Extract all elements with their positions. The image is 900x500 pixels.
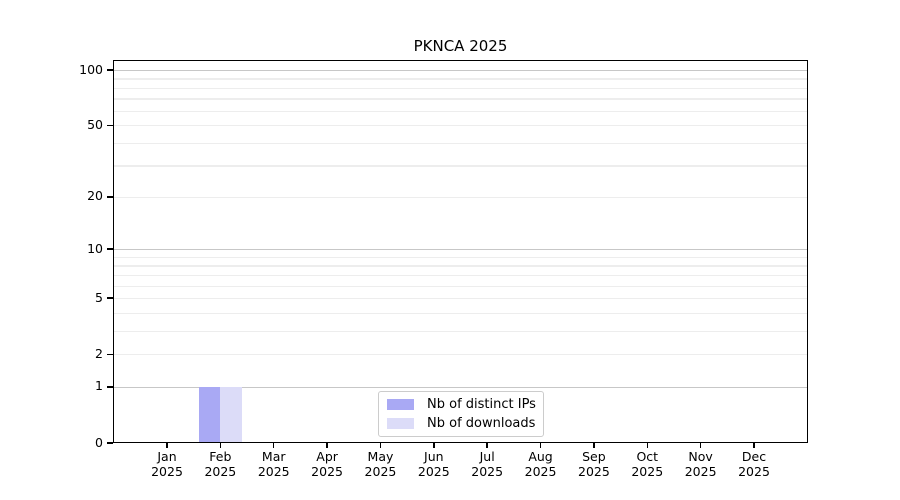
x-tick-mark	[539, 443, 542, 448]
y-tick-mark	[107, 124, 113, 126]
gridline-minor	[113, 125, 808, 127]
x-tick-mark	[593, 443, 595, 448]
x-tick-mark	[753, 443, 755, 448]
x-tick-label: Dec 2025	[738, 449, 770, 479]
y-tick-mark	[107, 196, 113, 198]
gridline-minor	[113, 196, 808, 199]
y-tick-mark	[107, 69, 113, 71]
y-tick-mark	[107, 297, 113, 299]
gridline-minor	[113, 354, 808, 356]
x-tick-mark	[433, 443, 435, 448]
x-tick-label: Jul 2025	[471, 449, 504, 479]
legend: Nb of distinct IPs Nb of downloads	[378, 391, 544, 437]
y-tick-label: 50	[87, 116, 103, 132]
x-tick-label: May 2025	[364, 449, 397, 479]
y-tick-label: 20	[87, 188, 103, 204]
legend-item: Nb of downloads	[387, 416, 535, 431]
gridline-minor	[113, 298, 808, 300]
legend-swatch-icon	[387, 399, 414, 410]
x-tick-label: Aug 2025	[524, 449, 557, 479]
x-tick-label: Apr 2025	[311, 449, 343, 479]
gridline-major	[113, 70, 808, 72]
y-tick-label: 10	[87, 240, 103, 256]
gridline-minor	[113, 330, 808, 333]
gridline-minor	[113, 98, 808, 100]
y-tick-mark	[107, 248, 113, 250]
gridline-minor	[113, 312, 808, 315]
legend-swatch-icon	[387, 418, 414, 429]
x-tick-mark	[273, 443, 275, 448]
x-tick-mark	[646, 443, 648, 448]
x-tick-mark	[166, 443, 168, 448]
legend-item: Nb of distinct IPs	[387, 397, 536, 412]
gridline-major	[113, 386, 808, 389]
x-tick-label: Mar 2025	[257, 449, 290, 479]
y-tick-mark	[107, 353, 113, 355]
gridline-minor	[113, 142, 808, 145]
gridline-minor	[113, 78, 808, 80]
chart-title: PKNCA 2025	[413, 37, 508, 55]
x-tick-mark	[326, 443, 328, 448]
x-tick-label: Jun 2025	[417, 449, 450, 479]
legend-label: Nb of downloads	[427, 416, 536, 431]
gridline-minor	[113, 274, 808, 277]
gridline-minor	[113, 256, 808, 259]
gridline-minor	[113, 285, 808, 287]
gridline-major	[113, 249, 808, 251]
y-tick-label: 100	[79, 61, 103, 77]
gridline-minor	[113, 110, 808, 112]
legend-label: Nb of distinct IPs	[427, 397, 536, 412]
x-tick-label: Nov 2025	[684, 449, 717, 479]
bar-distinct-ips	[198, 386, 221, 443]
x-tick-mark	[219, 443, 222, 448]
gridline-minor	[113, 265, 808, 267]
gridline-minor	[113, 165, 808, 167]
x-tick-mark	[699, 443, 702, 448]
bar-downloads	[220, 386, 242, 443]
y-tick-label: 5	[95, 289, 103, 305]
y-tick-label: 1	[95, 378, 103, 394]
y-tick-label: 2	[95, 345, 103, 361]
x-tick-mark	[486, 443, 488, 448]
y-tick-mark	[107, 386, 113, 388]
y-tick-label: 0	[95, 434, 103, 450]
x-tick-label: Feb 2025	[204, 449, 237, 479]
gridline-minor	[113, 87, 808, 90]
x-tick-label: Jan 2025	[151, 449, 183, 479]
y-tick-mark	[107, 442, 113, 444]
x-tick-mark	[379, 443, 382, 448]
x-tick-label: Sep 2025	[578, 449, 610, 479]
plot-area	[113, 60, 808, 443]
x-tick-label: Oct 2025	[631, 449, 664, 479]
